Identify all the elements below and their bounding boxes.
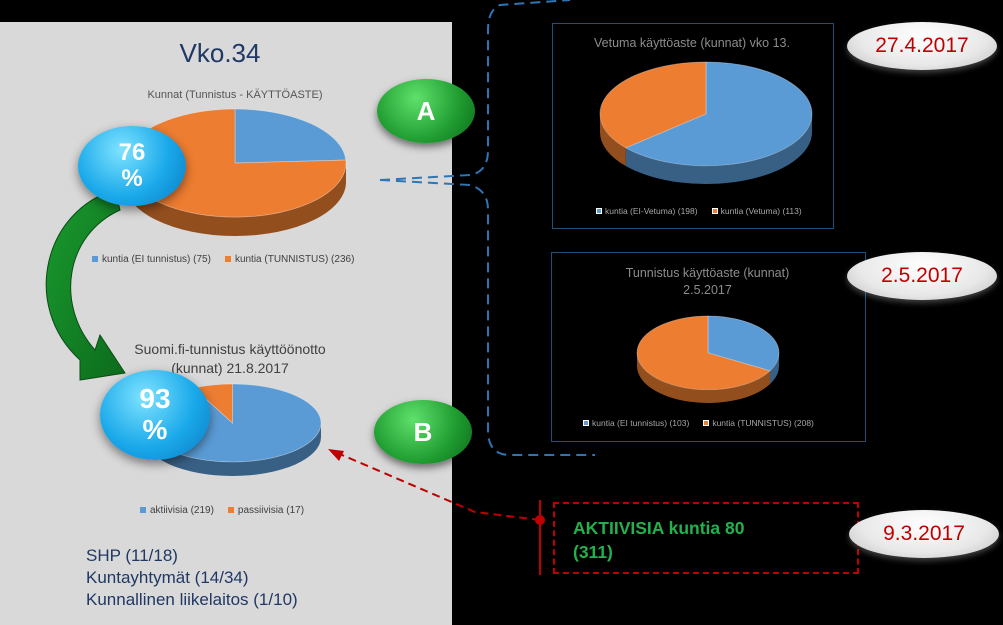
pie-wall-0 <box>144 423 321 476</box>
page-title: Vko.34 <box>179 38 261 68</box>
tunnistus-chart-panel <box>551 252 866 442</box>
pie-wall-1 <box>600 113 626 167</box>
tunnistus-chart-title: Tunnistus käyttöaste (kunnat) 2.5.2017 <box>625 266 790 297</box>
tunnistus-legend: kuntia (EI tunnistus) (103) kuntia (TUNN… <box>583 418 814 428</box>
aktiivisia-text: AKTIIVISIA kuntia 80 (311) <box>573 518 745 562</box>
date-badge-3: 9.3.2017 <box>849 510 999 558</box>
pie-slice-0 <box>624 61 813 167</box>
legend-entry-ei-vetuma: kuntia (EI-Vetuma) (198) <box>596 206 698 216</box>
pie-wall-1 <box>637 352 770 403</box>
pie-slice-0 <box>707 315 780 372</box>
green-arrow-icon <box>45 189 126 381</box>
pie-slice-1 <box>599 61 707 149</box>
legend-entry-aktiivisia: aktiivisia (219) <box>140 505 214 516</box>
pie-slice-1 <box>636 315 771 391</box>
legend-entry-tunnistus-2: kuntia (TUNNISTUS) (208) <box>703 418 814 428</box>
pie-chart-vetuma <box>599 61 813 184</box>
pie-slice-0 <box>234 108 347 164</box>
pie1-legend: kuntia (EI tunnistus) (75) kuntia (TUNNI… <box>92 254 354 265</box>
pie-chart-tunnistus <box>636 315 780 403</box>
organisation-counts: SHP (11/18) Kuntayhtymät (14/34) Kunnall… <box>86 545 298 611</box>
count-kuntayhtymat: Kuntayhtymät (14/34) <box>86 568 249 587</box>
pie-slice-1 <box>123 108 347 218</box>
count-shp: SHP (11/18) <box>86 546 178 565</box>
legend-entry-ei-tunnistus: kuntia (EI tunnistus) (75) <box>92 254 211 265</box>
legend-entry-vetuma: kuntia (Vetuma) (113) <box>711 206 802 216</box>
count-liikelaitos: Kunnallinen liikelaitos (1/10) <box>86 590 298 609</box>
vetuma-legend: kuntia (EI-Vetuma) (198) kuntia (Vetuma)… <box>596 206 802 216</box>
legend-entry-ei-tunnistus-2: kuntia (EI tunnistus) (103) <box>583 418 689 428</box>
pie-wall-0 <box>769 352 779 385</box>
legend-entry-tunnistus: kuntia (TUNNISTUS) (236) <box>224 254 354 265</box>
legend-entry-passiivisia: passiivisia (17) <box>227 505 304 516</box>
marker-b: B <box>374 400 472 464</box>
date-badge-1: 27.4.2017 <box>847 22 997 70</box>
percentage-bubble-93: 93% <box>100 370 210 460</box>
marker-a: A <box>377 79 475 143</box>
pie-wall-1 <box>124 163 346 236</box>
vetuma-chart-title: Vetuma käyttöaste (kunnat) vko 13. <box>594 36 790 50</box>
pie2-legend: aktiivisia (219) passiivisia (17) <box>140 505 304 516</box>
percentage-bubble-76: 76% <box>78 126 186 206</box>
pie1-title: Kunnat (Tunnistus - KÄYTTÖASTE) <box>147 89 323 101</box>
vetuma-chart-panel <box>552 23 834 229</box>
pie-wall-0 <box>625 113 812 184</box>
date-badge-2: 2.5.2017 <box>847 252 997 300</box>
pie2-title: Suomi.fi-tunnistus käyttöönotto (kunnat)… <box>134 341 326 376</box>
pie-chart-kunnat <box>123 108 347 236</box>
